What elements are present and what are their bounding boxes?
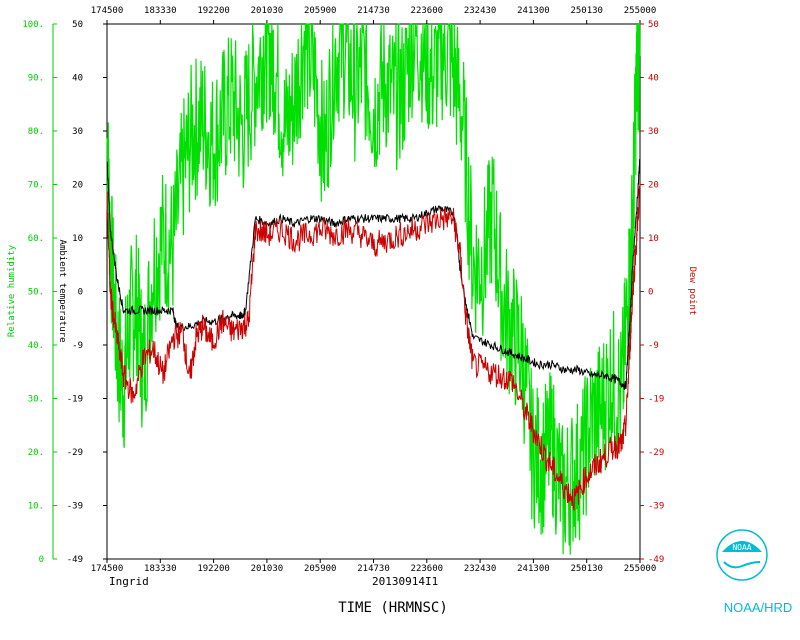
temp-tick-label: -49 [67,555,83,565]
x-tick-top-label: 223600 [411,6,444,16]
x-tick-bottom-label: 192200 [197,564,230,574]
x-tick-bottom-label: 183330 [144,564,177,574]
x-tick-top-label: 241300 [517,6,550,16]
rh-tick-label: 50. [28,288,44,298]
dewpoint-tick-label: -9 [648,341,659,351]
x-tick-bottom-label: 205900 [304,564,337,574]
dewpoint-tick-label: -29 [648,448,664,458]
rh-tick-label: 80. [28,127,44,137]
temp-tick-label: 10 [72,234,83,244]
dewpoint-tick-label: 20 [648,181,659,191]
rh-axis-label: Relative humidity [7,244,17,337]
x-tick-top-label: 183330 [144,6,177,16]
x-tick-top-label: 250130 [570,6,603,16]
x-tick-top-label: 192200 [197,6,230,16]
series-line-dew-point [106,186,641,512]
x-tick-bottom-label: 201030 [251,564,284,574]
temp-tick-label: -39 [67,502,83,512]
dewpoint-axis-label: Dew point [687,267,697,316]
x-tick-bottom-label: 223600 [411,564,444,574]
dewpoint-tick-label: -19 [648,395,664,405]
x-tick-bottom-label: 232430 [464,564,497,574]
temp-tick-label: 0 [78,288,83,298]
rh-tick-label: 70. [28,181,44,191]
series-line-relative-humidity [106,23,641,555]
rh-tick-label: 90. [28,74,44,84]
x-tick-top-label: 174500 [91,6,124,16]
x-tick-bottom-label: 250130 [570,564,603,574]
series-line-ambient-temperature [106,158,641,391]
dewpoint-tick-label: 40 [648,74,659,84]
temp-tick-label: 20 [72,181,83,191]
rh-tick-label: 30. [28,395,44,405]
dewpoint-tick-label: 30 [648,127,659,137]
x-tick-top-label: 214730 [357,6,390,16]
svg-text:NOAA: NOAA [732,543,751,552]
x-tick-bottom-label: 174500 [91,564,124,574]
x-axis-title: TIME (HRMNSC) [338,600,448,616]
x-tick-bottom-label: 214730 [357,564,390,574]
x-tick-top-label: 232430 [464,6,497,16]
noaa-logo: NOAA [716,529,768,581]
noaa-hrd-caption: NOAA/HRD [724,600,793,615]
rh-tick-label: 40. [28,341,44,351]
temp-axis-label: Ambient temperature [57,240,67,343]
dewpoint-tick-label: 0 [648,288,653,298]
rh-tick-label: 10. [28,502,44,512]
storm-name: Ingrid [109,575,149,588]
temp-tick-label: -19 [67,395,83,405]
x-tick-bottom-label: 241300 [517,564,550,574]
temp-tick-label: -9 [72,341,83,351]
flight-id: 20130914I1 [372,575,438,588]
rh-tick-label: 0 [39,555,44,565]
x-tick-top-label: 205900 [304,6,337,16]
x-tick-top-label: 201030 [251,6,284,16]
x-tick-bottom-label: 255000 [624,564,657,574]
temp-tick-label: -29 [67,448,83,458]
dewpoint-tick-label: 10 [648,234,659,244]
x-tick-top-label: 255000 [624,6,657,16]
dewpoint-tick-label: -49 [648,555,664,565]
dewpoint-tick-label: -39 [648,502,664,512]
temp-tick-label: 50 [72,20,83,30]
rh-tick-label: 60. [28,234,44,244]
rh-tick-label: 100. [22,20,44,30]
temp-tick-label: 40 [72,74,83,84]
rh-tick-label: 20. [28,448,44,458]
temp-tick-label: 30 [72,127,83,137]
dewpoint-tick-label: 50 [648,20,659,30]
